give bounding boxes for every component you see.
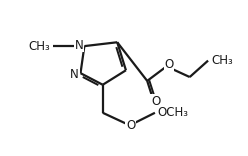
Text: N: N <box>75 39 83 52</box>
Text: N: N <box>70 68 79 81</box>
Text: CH₃: CH₃ <box>211 54 233 67</box>
Text: O: O <box>126 119 135 132</box>
Text: O: O <box>151 95 160 108</box>
Text: CH₃: CH₃ <box>29 40 51 53</box>
Text: OCH₃: OCH₃ <box>158 106 189 119</box>
Text: O: O <box>164 58 174 71</box>
